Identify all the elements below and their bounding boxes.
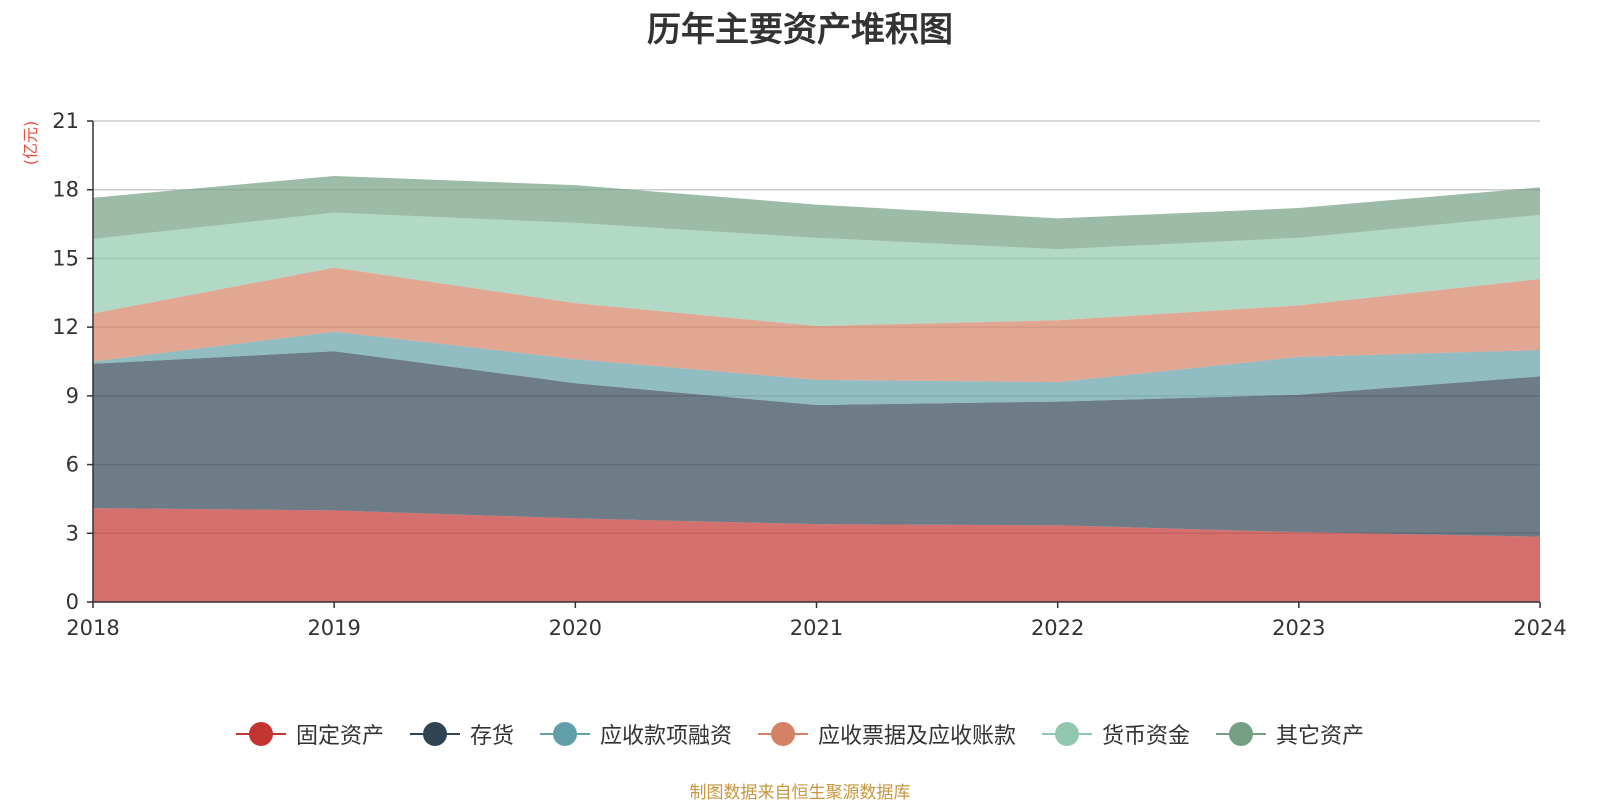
- legend-label: 货币资金: [1102, 724, 1191, 749]
- legend-marker: [539, 722, 590, 746]
- x-tick-label: 2019: [307, 616, 360, 640]
- legend-label: 固定资产: [295, 724, 384, 749]
- legend-marker: [409, 722, 460, 746]
- y-axis-label: (亿元): [21, 121, 40, 166]
- y-tick-label: 6: [66, 453, 79, 477]
- legend-item-3[interactable]: 应收款项融资: [539, 718, 732, 750]
- x-tick-label: 2023: [1272, 616, 1325, 640]
- y-tick-label: 3: [66, 521, 79, 545]
- area-series-1[interactable]: [93, 508, 1540, 602]
- legend-item-2[interactable]: 存货: [409, 718, 514, 750]
- source-note: 制图数据来自恒生聚源数据库: [689, 783, 911, 803]
- area-series-4[interactable]: [93, 267, 1540, 383]
- x-tick-label: 2021: [790, 616, 843, 640]
- legend-item-1[interactable]: 固定资产: [235, 718, 384, 750]
- y-tick-label: 18: [52, 178, 79, 202]
- legend-label: 应收票据及应收账款: [818, 724, 1017, 749]
- legend-label: 应收款项融资: [599, 724, 732, 749]
- legend-item-4[interactable]: 应收票据及应收账款: [758, 718, 1016, 750]
- legend-marker: [235, 722, 286, 746]
- legend-marker: [758, 722, 808, 746]
- area-series-layer: [93, 175, 1540, 602]
- y-tick-label: 21: [52, 109, 79, 133]
- y-tick-label: 9: [66, 384, 79, 408]
- x-tick-label: 2020: [549, 616, 602, 640]
- x-tick-label: 2022: [1031, 616, 1084, 640]
- y-tick-label: 12: [52, 315, 79, 339]
- x-tick-label: 2018: [66, 616, 119, 640]
- y-tick-label: 0: [66, 590, 79, 614]
- legend-item-5[interactable]: 货币资金: [1042, 718, 1190, 750]
- chart-title: 历年主要资产堆积图: [647, 10, 953, 50]
- legend-marker: [1042, 722, 1093, 746]
- legend-item-6[interactable]: 其它资产: [1216, 718, 1364, 750]
- legend-label: 其它资产: [1276, 724, 1365, 749]
- area-series-2[interactable]: [93, 351, 1540, 537]
- legend: 固定资产 存货 应收款项融资 应收票据及应收账款 货币资金 其它资产: [0, 718, 1600, 750]
- area-series-6[interactable]: [93, 175, 1540, 250]
- x-tick-label: 2024: [1513, 616, 1566, 640]
- area-series-3[interactable]: [93, 331, 1540, 406]
- y-tick-label: 15: [52, 246, 79, 270]
- legend-marker: [1216, 722, 1267, 746]
- axes: 0 3 6 9 12 15 18 21 2018 2019 2020 2021 2022 2023 2024: [52, 109, 1566, 640]
- area-series-5[interactable]: [93, 212, 1540, 326]
- legend-label: 存货: [469, 724, 514, 749]
